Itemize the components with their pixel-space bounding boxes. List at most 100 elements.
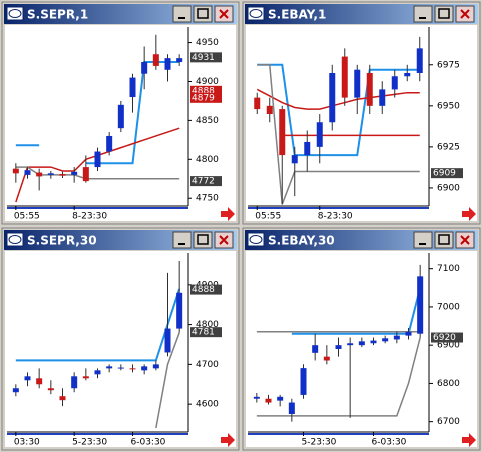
candle-body [152, 364, 159, 369]
candle-body [59, 174, 66, 176]
scroll-arrow[interactable] [462, 433, 476, 447]
scroll-arrow[interactable] [462, 207, 476, 221]
candle-body [176, 58, 183, 63]
y-tick-label: 6925 [437, 142, 460, 152]
price-label: 4879 [192, 93, 215, 103]
candle-body [341, 56, 348, 98]
candle-body [141, 366, 148, 371]
price-label: 6909 [433, 169, 456, 179]
icon [438, 234, 450, 245]
candle-body [265, 398, 272, 403]
indicator-line [291, 287, 422, 335]
x-tick-label: 05:55 [14, 212, 40, 222]
candle-body [291, 155, 298, 164]
indicator-line [257, 63, 420, 157]
y-tick-label: 4750 [196, 194, 219, 204]
candle-body [24, 170, 31, 175]
window-title: S.SEPR,30 [27, 234, 97, 248]
candle-body [300, 368, 307, 395]
price-label-box [431, 168, 463, 179]
candle-body [176, 292, 183, 329]
price-label: 6920 [433, 333, 456, 343]
candle-body [141, 62, 148, 74]
price-label-box [431, 332, 463, 343]
window-title: S.SEPR,1 [27, 8, 88, 22]
candle-body [393, 335, 400, 340]
chart-window: S.SEPR,1 4750 4800 4850 4900 4950 05:55 8-23:30… [1, 1, 240, 225]
icon [438, 8, 450, 19]
candle-body [288, 402, 295, 415]
candle-body [277, 396, 284, 401]
candle-body [391, 76, 398, 90]
x-tick-label: 03:30 [14, 438, 40, 448]
y-tick-label: 7100 [437, 264, 460, 274]
minimize-button[interactable] [172, 5, 192, 23]
window-title: S.EBAY,1 [268, 8, 326, 22]
candle-body [358, 341, 365, 346]
session-bar [248, 433, 429, 435]
candle-body [94, 151, 101, 168]
candle-body [316, 122, 323, 147]
candle-body [404, 72, 411, 77]
candle-body [405, 331, 412, 336]
chart-window: S.EBAY,1 6900 6925 6950 6975 05:55 8-23:30 6909 [242, 1, 481, 225]
minimize-button[interactable] [413, 231, 433, 249]
candle-body [47, 173, 54, 175]
window-title: S.EBAY,30 [268, 234, 335, 248]
candle-body [106, 366, 113, 369]
chart-window: S.EBAY,30 6700 6800 6900 7000 7100 5-23:30 6-03… [242, 227, 481, 451]
candle-body [253, 396, 260, 399]
indicator-line [257, 64, 420, 205]
candle-body [347, 343, 354, 346]
price-label: 4888 [192, 86, 215, 96]
candle-body [152, 54, 159, 66]
candle-body [82, 167, 89, 182]
icon [219, 235, 229, 245]
candle-body [366, 72, 373, 106]
candle-body [12, 168, 19, 174]
indicator-line [256, 88, 420, 110]
indicator-line [15, 288, 181, 362]
candle-body [36, 378, 43, 385]
app-icon-mark [249, 235, 263, 244]
candle-body [36, 172, 43, 177]
icon [219, 9, 229, 19]
minimize-button[interactable] [172, 231, 192, 249]
minimize-button[interactable] [413, 5, 433, 23]
y-tick-label: 6700 [437, 417, 460, 427]
candle-body [164, 328, 171, 353]
app-icon-mark [8, 9, 22, 18]
candle-body [254, 97, 261, 110]
session-bar [248, 207, 429, 209]
candle-body [370, 340, 377, 344]
price-label: 4772 [192, 177, 215, 187]
price-label-box [190, 176, 222, 187]
price-label-box [190, 327, 222, 338]
indicator-line [256, 337, 421, 417]
candle-body [279, 109, 286, 156]
y-tick-label: 4900 [196, 77, 219, 87]
chart-window: S.SEPR,30460047004800490003:305-23:306-0… [1, 227, 240, 451]
price-label-box [190, 52, 222, 63]
y-tick-label: 6975 [437, 60, 460, 70]
session-bar [7, 207, 188, 209]
candle-body [266, 105, 273, 115]
candle-body [47, 388, 54, 391]
candle-body [129, 77, 136, 98]
candle-body [117, 104, 124, 129]
candle-body [24, 376, 31, 381]
scroll-arrow[interactable] [221, 433, 235, 447]
scroll-arrow[interactable] [221, 207, 235, 221]
candle-body [382, 338, 389, 342]
candle-body [416, 48, 423, 73]
indicator-line [155, 332, 180, 429]
candle-body [417, 276, 424, 334]
icon [197, 8, 209, 19]
candle-body [379, 89, 386, 106]
candle-body [335, 345, 342, 350]
x-tick-label: 6-03:30 [131, 438, 166, 448]
y-tick-label: 4700 [196, 360, 219, 370]
y-tick-label: 6800 [437, 379, 460, 389]
